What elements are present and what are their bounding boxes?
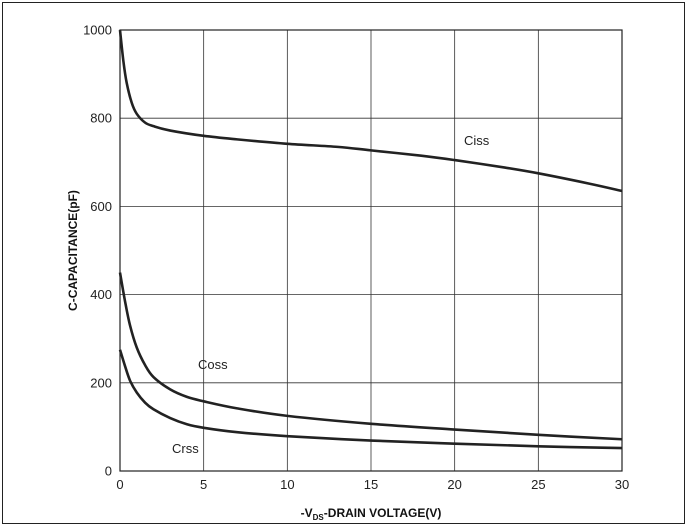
y-tick-label: 0 — [105, 464, 112, 479]
x-tick-label: 30 — [615, 477, 629, 492]
series-line-crss — [118, 349, 623, 450]
y-tick-label: 600 — [90, 199, 112, 214]
grid — [120, 30, 622, 471]
x-axis-title-subscript: DS — [313, 513, 325, 522]
y-axis-title: C-CAPACITANCE(pF) — [66, 190, 80, 311]
y-ticks: 0 200 400 600 800 1000 — [83, 23, 112, 479]
x-tick-label: 5 — [200, 477, 207, 492]
x-tick-label: 0 — [116, 477, 123, 492]
x-tick-label: 20 — [447, 477, 461, 492]
y-tick-label: 800 — [90, 111, 112, 126]
y-tick-label: 1000 — [83, 23, 112, 38]
series-line-coss — [118, 272, 623, 441]
y-tick-label: 400 — [90, 287, 112, 302]
series-label-crss: Crss — [172, 441, 199, 456]
x-axis-title: -VDS-DRAIN VOLTAGE(V) — [301, 506, 442, 522]
series-label-ciss: Ciss — [464, 133, 490, 148]
plot-border — [119, 29, 623, 472]
y-tick-label: 200 — [90, 375, 112, 390]
series-line-ciss — [118, 29, 623, 193]
x-axis-title-suffix: -DRAIN VOLTAGE(V) — [324, 506, 442, 520]
series-labels: Ciss Coss Crss — [172, 133, 490, 456]
series-label-coss: Coss — [198, 357, 228, 372]
x-tick-label: 10 — [280, 477, 294, 492]
x-tick-label: 25 — [531, 477, 545, 492]
x-axis-title-prefix: -V — [301, 506, 313, 520]
series-group — [118, 29, 623, 450]
x-tick-label: 15 — [364, 477, 378, 492]
x-ticks: 0 5 10 15 20 25 30 — [116, 477, 629, 492]
